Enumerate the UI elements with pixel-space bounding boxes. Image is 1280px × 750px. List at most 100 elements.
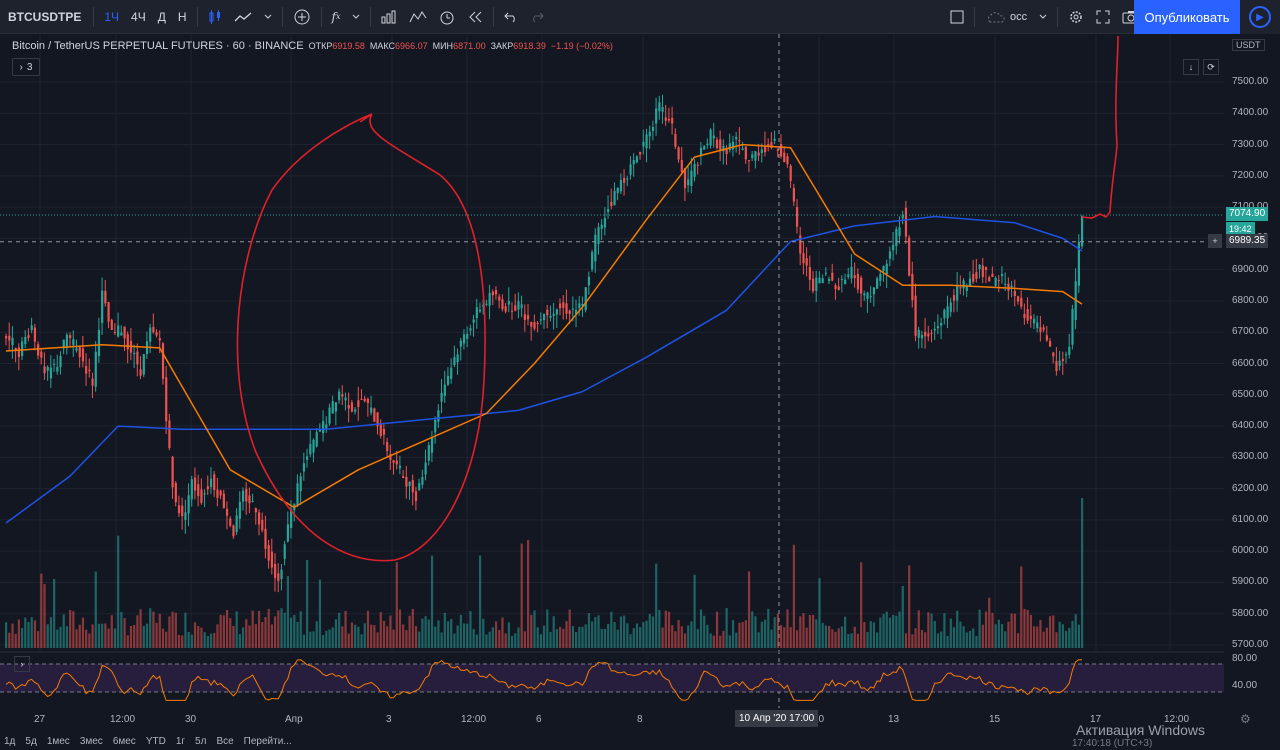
range-button[interactable]: 1д [4, 735, 16, 747]
volume-bar [1013, 613, 1016, 648]
undo-icon[interactable] [498, 0, 524, 34]
volume-bar [341, 626, 344, 648]
publish-button[interactable]: Опубликовать [1134, 0, 1240, 34]
range-button[interactable]: 3мес [79, 735, 103, 747]
chevron-down-icon[interactable] [346, 0, 366, 34]
candle-body [158, 338, 161, 341]
arrow-down-icon[interactable]: ↓ [1183, 59, 1199, 75]
indicators-collapse-button[interactable]: › 3 [12, 58, 40, 76]
candle-body [715, 139, 719, 149]
candle-body [27, 335, 30, 338]
time-tick-label: 30 [185, 714, 197, 725]
line-chart-icon[interactable] [228, 0, 258, 34]
range-button[interactable]: Перейти... [243, 735, 292, 747]
volume-bar [770, 629, 773, 648]
play-icon: ▶ [1249, 6, 1271, 28]
plus-add-icon[interactable]: + [1208, 234, 1222, 248]
rsi-collapse-chevron-icon[interactable]: › [14, 656, 30, 672]
candle-body [808, 267, 811, 280]
volume-bar [392, 629, 395, 648]
chevron-down-icon[interactable] [1033, 0, 1053, 34]
ma-fast-line [5, 143, 1083, 509]
redo-icon[interactable] [524, 0, 550, 34]
right-toolbar: occ [944, 0, 1146, 34]
volume-bar [552, 616, 555, 648]
volume-bar [424, 616, 427, 648]
price-tick-label: 6600.00 [1232, 357, 1269, 369]
candle-body [123, 326, 126, 339]
price-axis[interactable]: 7500.007400.007300.007200.007100.007000.… [1224, 34, 1280, 650]
range-button[interactable]: 6мес [112, 735, 136, 747]
volume-bar [892, 614, 895, 648]
alert-clock-icon[interactable] [433, 0, 461, 34]
candle-body [981, 265, 984, 278]
interval-4h-button[interactable]: 4Ч [131, 9, 146, 24]
fullscreen-icon[interactable] [1090, 0, 1116, 34]
layout-square-icon[interactable] [944, 0, 970, 34]
range-button[interactable]: 5д [25, 735, 37, 747]
templates-icon[interactable] [403, 0, 433, 34]
volume-bar [571, 626, 575, 648]
candle-body [725, 149, 728, 155]
candle-body [581, 303, 584, 307]
time-axis[interactable]: 27 12:00 30 Апр 3 12:00 6 8 10 13 15 17 12:00 [0, 708, 1224, 730]
volume-bar [651, 616, 655, 648]
range-button[interactable]: 5л [195, 735, 207, 747]
volume-bar [107, 628, 110, 648]
volume-bar [808, 614, 811, 648]
chevron-down-icon[interactable] [258, 0, 278, 34]
price-tick-label: 6900.00 [1232, 263, 1269, 275]
replay-icon[interactable] [461, 0, 489, 34]
volume-bar [632, 628, 635, 648]
volume-bar [139, 609, 142, 648]
candle-body [434, 419, 437, 433]
candle-body [274, 564, 277, 579]
range-button[interactable]: 1мес [46, 735, 70, 747]
currency-label[interactable]: USDT [1232, 39, 1265, 51]
volume-bar [222, 615, 225, 648]
candle-body [1039, 327, 1042, 333]
candle-body [844, 279, 847, 285]
cloud-save-button[interactable]: occ [979, 0, 1033, 34]
candle-body [578, 303, 581, 309]
range-button[interactable]: 1г [175, 735, 186, 747]
volume-bar [587, 613, 591, 648]
candle-style-icon[interactable] [202, 0, 228, 34]
interval-1w-button[interactable]: Н [177, 9, 187, 24]
interval-1h-button[interactable]: 1Ч [104, 9, 120, 24]
volume-bar [283, 612, 286, 648]
candle-body [520, 304, 523, 309]
candle-body [674, 133, 677, 147]
price-chart[interactable] [0, 0, 1224, 708]
settings-gear-icon[interactable] [1062, 0, 1090, 34]
symbol-search-button[interactable]: BTCUSDTPE [8, 9, 82, 24]
volume-bar [251, 610, 254, 648]
candle-body [731, 141, 735, 150]
candle-body [1032, 318, 1036, 324]
save-label: occ [1010, 11, 1028, 23]
auto-scale-icon[interactable]: ⟳ [1203, 59, 1219, 75]
candle-body [610, 201, 613, 207]
range-button[interactable]: Все [216, 735, 234, 747]
volume-bar [510, 635, 514, 648]
volume-bar [581, 626, 584, 648]
candle-body [812, 278, 815, 292]
volume-bar [741, 622, 744, 648]
candle-body [1036, 322, 1039, 329]
volume-bar [1026, 609, 1029, 648]
volume-bar [956, 610, 959, 648]
chart-settings-gear-icon[interactable]: ⚙ [1240, 712, 1251, 726]
candle-body [565, 303, 568, 314]
range-button[interactable]: YTD [145, 735, 166, 747]
chart-legend: Bitcoin / TetherUS PERPETUAL FUTURES · 6… [12, 40, 613, 52]
play-idea-button[interactable]: ▶ [1240, 0, 1280, 34]
volume-bar [177, 634, 181, 648]
volume-bar [161, 628, 165, 648]
interval-1d-button[interactable]: Д [157, 9, 166, 24]
utc-clock[interactable]: 17:40:18 (UTC+3) [1072, 738, 1153, 749]
price-tick-label: 6100.00 [1232, 513, 1269, 525]
add-compare-icon[interactable] [287, 0, 317, 34]
volume-bar [110, 615, 113, 648]
financials-icon[interactable] [375, 0, 403, 34]
